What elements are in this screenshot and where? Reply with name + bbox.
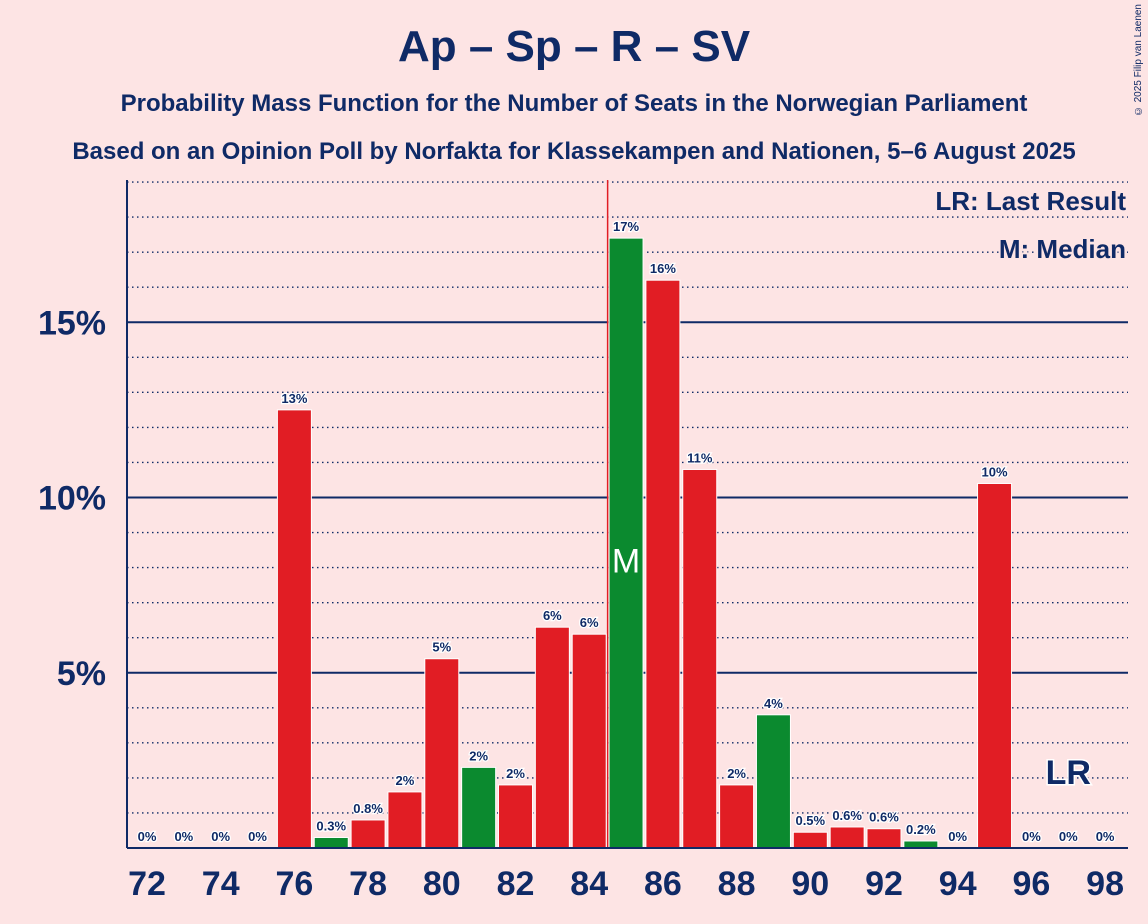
bar-seat-92: [866, 828, 902, 849]
bar-seat-76: [276, 409, 312, 849]
bar-seat-86: [645, 279, 681, 849]
data-label: 0.2%: [906, 822, 936, 837]
data-label: 0.6%: [869, 810, 899, 825]
bar-seat-83: [534, 626, 570, 849]
x-tick-label: 94: [939, 865, 977, 903]
data-label: 0%: [1022, 829, 1041, 844]
data-label: 11%: [687, 450, 713, 465]
legend-entry: LR: Last Result: [935, 186, 1126, 216]
x-tick-label: 80: [423, 865, 461, 903]
data-label: 0%: [1096, 829, 1115, 844]
data-label: 5%: [432, 640, 451, 655]
median-marker: M: [612, 543, 640, 581]
data-label: 0%: [138, 829, 157, 844]
data-label: 2%: [396, 773, 415, 788]
legend-entry: M: Median: [999, 234, 1126, 264]
x-tick-label: 76: [275, 865, 313, 903]
bar-seat-87: [682, 468, 718, 849]
x-tick-label: 90: [791, 865, 829, 903]
x-tick-label: 88: [718, 865, 756, 903]
y-tick-label: 10%: [38, 480, 106, 518]
x-tick-label: 96: [1012, 865, 1050, 903]
data-label: 0%: [211, 829, 230, 844]
bar-seat-90: [792, 831, 828, 849]
data-label: 6%: [543, 608, 562, 623]
data-label: 10%: [982, 464, 1008, 479]
bar-seat-78: [350, 819, 386, 849]
bar-seat-89: [755, 714, 791, 849]
data-label: 2%: [727, 766, 746, 781]
bar-seat-95: [977, 482, 1013, 849]
x-tick-label: 82: [497, 865, 535, 903]
data-label: 16%: [650, 261, 676, 276]
data-label: 0.8%: [353, 801, 383, 816]
data-label: 0%: [948, 829, 967, 844]
x-tick-label: 78: [349, 865, 387, 903]
bar-seat-91: [829, 826, 865, 849]
x-tick-label: 86: [644, 865, 682, 903]
x-tick-label: 98: [1086, 865, 1124, 903]
x-tick-label: 84: [570, 865, 608, 903]
y-tick-label: 5%: [57, 655, 106, 693]
data-label: 0%: [1059, 829, 1078, 844]
data-label: 0.3%: [316, 818, 346, 833]
data-label: 0.6%: [832, 808, 862, 823]
data-label: 0%: [248, 829, 267, 844]
bar-seat-84: [571, 633, 607, 849]
bar-seat-80: [424, 658, 460, 849]
bar-seat-81: [461, 766, 497, 849]
chart-subtitle-2: Based on an Opinion Poll by Norfakta for…: [72, 138, 1076, 165]
chart-subtitle-1: Probability Mass Function for the Number…: [120, 90, 1028, 117]
data-label: 2%: [469, 748, 488, 763]
bar-seat-82: [498, 784, 533, 849]
data-label: 0.5%: [795, 813, 825, 828]
data-label: 13%: [281, 391, 307, 406]
chart-title: Ap – Sp – R – SV: [397, 22, 751, 71]
last-result-marker: LR: [1046, 754, 1091, 792]
data-label: 0%: [174, 829, 193, 844]
data-label: 2%: [506, 766, 525, 781]
bar-seat-93: [903, 840, 939, 849]
y-tick-label: 15%: [38, 304, 106, 342]
data-label: 4%: [764, 696, 783, 711]
data-label: 17%: [613, 219, 639, 234]
x-tick-label: 92: [865, 865, 903, 903]
bar-seat-85: [608, 237, 644, 849]
data-label: 6%: [580, 615, 599, 630]
x-tick-label: 72: [128, 865, 166, 903]
bar-seat-79: [387, 791, 423, 849]
bar-seat-88: [719, 784, 755, 849]
bar-seat-77: [313, 836, 349, 849]
x-tick-label: 74: [202, 865, 240, 903]
